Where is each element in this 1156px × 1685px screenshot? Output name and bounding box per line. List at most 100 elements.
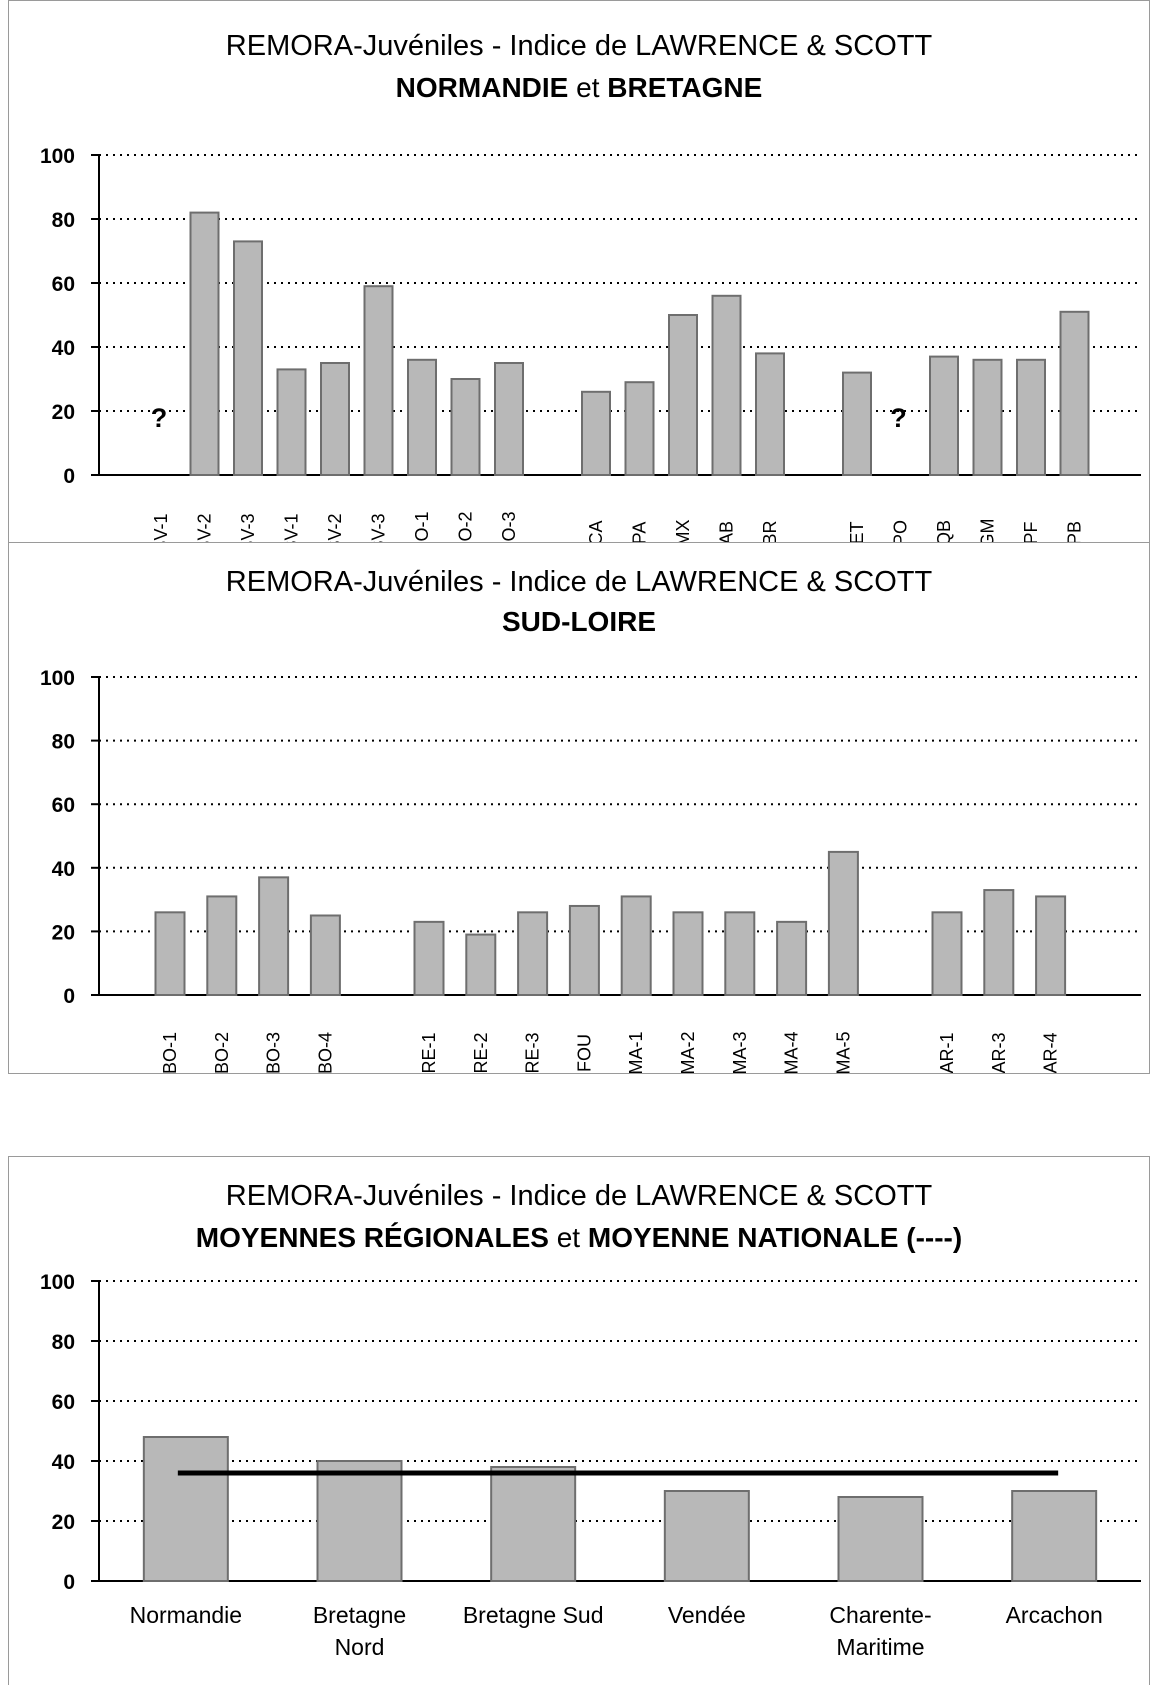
x-tick-label: MA-5: [833, 1031, 853, 1073]
chart-2-subtitle: SUD-LOIRE: [502, 606, 656, 637]
x-tick-label: CO-3: [499, 511, 519, 543]
y-tick-label: 0: [63, 985, 75, 1008]
chart-1-subtitle-part1: NORMANDIE: [396, 72, 569, 103]
chart-3-subtitle: MOYENNES RÉGIONALES et MOYENNE NATIONALE…: [196, 1222, 962, 1253]
y-tick-label: 100: [40, 145, 75, 168]
bar: [668, 314, 698, 476]
bar: [620, 895, 652, 997]
bar: [316, 1460, 403, 1582]
x-tick-label: BO-1: [160, 1032, 180, 1073]
bar: [189, 211, 220, 476]
y-tick-label: 20: [52, 401, 75, 424]
chart-2-svg: REMORA-Juvéniles - Indice de LAWRENCE & …: [40, 566, 1141, 1073]
x-tick-label-line: Arcachon: [1006, 1602, 1103, 1628]
x-tick-label: CA: [586, 520, 606, 543]
y-tick-label: 100: [40, 1271, 75, 1294]
x-tick-label: PF: [1021, 521, 1041, 543]
x-tick-label: Bretagne Sud: [463, 1602, 604, 1628]
x-tick-label: MA-1: [626, 1031, 646, 1073]
x-tick-label: BR: [760, 520, 780, 543]
x-tick-label: Normandie: [130, 1602, 243, 1628]
x-tick-label: Bretagne Nord: [313, 1602, 406, 1660]
chart-2-title: REMORA-Juvéniles - Indice de LAWRENCE & …: [226, 566, 933, 598]
y-tick-label: 60: [52, 1391, 75, 1414]
bar: [258, 876, 290, 996]
x-tick-label: PO: [891, 520, 911, 543]
y-tick-label: 60: [52, 794, 75, 817]
x-tick-label: ET: [847, 521, 867, 543]
x-tick-label: RE-3: [523, 1032, 543, 1073]
bar: [320, 362, 350, 476]
y-tick-label: 40: [52, 1451, 75, 1474]
bar: [1016, 358, 1046, 476]
x-tick-label: PA: [630, 522, 650, 543]
chart-3-title: REMORA-Juvéniles - Indice de LAWRENCE & …: [226, 1180, 933, 1212]
chart-sud-loire: REMORA-Juvéniles - Indice de LAWRENCE & …: [8, 542, 1150, 1074]
x-tick-label: RE-1: [419, 1032, 439, 1073]
y-tick-label: 60: [52, 273, 75, 296]
y-tick-label: 20: [52, 1511, 75, 1534]
x-tick-label: MX: [673, 520, 693, 544]
bar: [1011, 1490, 1098, 1582]
chart-3-subtitle-part2: et: [549, 1222, 588, 1253]
chart-3-svg: REMORA-Juvéniles - Indice de LAWRENCE & …: [40, 1180, 1141, 1660]
x-tick-label: Vendée: [668, 1602, 746, 1628]
x-tick-label: PB: [1065, 521, 1085, 543]
y-tick-label: 20: [52, 921, 75, 944]
x-tick-label: MA-2: [678, 1031, 698, 1073]
y-tick-label: 40: [52, 858, 75, 881]
bar: [929, 355, 959, 477]
bar: [972, 358, 1003, 476]
bar: [494, 362, 524, 476]
x-tick-label: RE-2: [471, 1032, 491, 1073]
bar: [276, 368, 307, 476]
bar: [413, 920, 445, 996]
x-tick-label: CO-1: [412, 511, 432, 543]
x-tick-label: BV-3: [238, 513, 258, 543]
chart-3-subtitle-part3: MOYENNE NATIONALE (----): [588, 1222, 962, 1253]
bar: [711, 294, 742, 476]
bar: [407, 358, 437, 476]
x-tick-label: Arcachon: [1006, 1602, 1103, 1628]
x-tick-label: AR-4: [1041, 1032, 1061, 1073]
x-tick-label: BO-4: [315, 1032, 335, 1073]
bar: [233, 240, 263, 476]
chart-1-subtitle-part2: et: [568, 72, 607, 103]
x-tick-label-line: Vendée: [668, 1602, 746, 1628]
x-tick-label: BO-3: [264, 1032, 284, 1073]
bar: [983, 889, 1015, 996]
y-tick-label: 80: [52, 731, 75, 754]
y-tick-label: 100: [40, 667, 75, 690]
missing-data-marker: ?: [151, 403, 168, 433]
y-tick-label: 80: [52, 1331, 75, 1354]
bar: [363, 285, 394, 477]
x-tick-label: BV-2: [195, 513, 215, 543]
y-tick-label: 80: [52, 209, 75, 232]
bar: [776, 920, 808, 996]
x-tick-label: Charente- Maritime: [829, 1602, 931, 1660]
bar: [1059, 310, 1090, 476]
x-tick-label: SV-3: [369, 513, 389, 543]
x-tick-label: BV-1: [151, 513, 171, 543]
bar: [1035, 895, 1067, 997]
bar: [724, 911, 756, 997]
y-tick-label: 0: [63, 465, 75, 488]
x-tick-label: AR-1: [937, 1032, 957, 1073]
chart-1-subtitle: NORMANDIE et BRETAGNE: [396, 72, 763, 103]
y-tick-label: 0: [63, 1571, 75, 1594]
x-tick-label-line: Nord: [335, 1634, 385, 1660]
x-tick-label-line: Bretagne: [313, 1602, 406, 1628]
x-tick-label: AR-3: [989, 1032, 1009, 1073]
bar: [931, 911, 963, 997]
x-tick-label: MA-4: [782, 1031, 802, 1073]
bar: [154, 911, 186, 997]
bar: [517, 911, 549, 997]
bar: [755, 352, 785, 476]
x-tick-label: CO-2: [456, 511, 476, 543]
x-tick-label: BO-2: [212, 1032, 232, 1073]
bar: [568, 904, 600, 996]
bar: [827, 850, 859, 996]
bar: [663, 1490, 750, 1582]
chart-normandie-bretagne: REMORA-Juvéniles - Indice de LAWRENCE & …: [8, 0, 1150, 544]
chart-1-svg: REMORA-Juvéniles - Indice de LAWRENCE & …: [40, 30, 1141, 544]
